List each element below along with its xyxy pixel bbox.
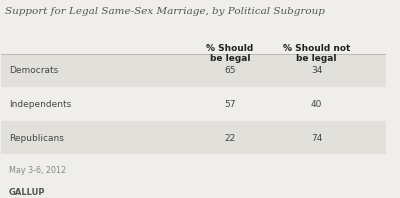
Text: Independents: Independents xyxy=(9,100,71,109)
Text: May 3-6, 2012: May 3-6, 2012 xyxy=(9,166,66,175)
Text: 40: 40 xyxy=(311,100,322,109)
Text: 65: 65 xyxy=(224,66,236,75)
Text: Democrats: Democrats xyxy=(9,66,58,75)
Text: GALLUP: GALLUP xyxy=(9,188,46,197)
Text: 22: 22 xyxy=(224,134,236,143)
Text: Support for Legal Same-Sex Marriage, by Political Subgroup: Support for Legal Same-Sex Marriage, by … xyxy=(5,7,325,16)
Text: 74: 74 xyxy=(311,134,322,143)
FancyBboxPatch shape xyxy=(1,121,386,154)
FancyBboxPatch shape xyxy=(1,88,386,120)
Text: 34: 34 xyxy=(311,66,322,75)
Text: % Should
be legal: % Should be legal xyxy=(206,44,254,63)
Text: 57: 57 xyxy=(224,100,236,109)
Text: % Should not
be legal: % Should not be legal xyxy=(283,44,350,63)
Text: Republicans: Republicans xyxy=(9,134,64,143)
FancyBboxPatch shape xyxy=(1,54,386,87)
